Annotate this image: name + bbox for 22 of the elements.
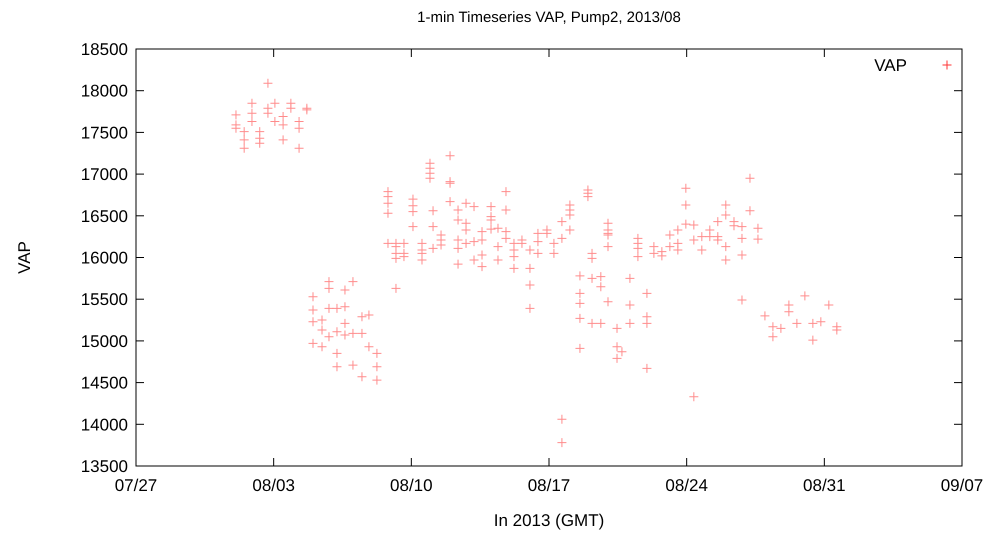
x-tick-label: 08/03	[252, 476, 295, 495]
x-tick-label: 08/24	[665, 476, 708, 495]
y-tick-label: 13500	[80, 457, 128, 476]
y-tick-label: 14000	[80, 415, 128, 434]
y-tick-label: 15000	[80, 332, 128, 351]
legend-label: VAP	[874, 56, 907, 75]
y-axis-title: VAP	[15, 241, 34, 274]
y-tick-label: 17000	[80, 165, 128, 184]
chart-title: 1-min Timeseries VAP, Pump2, 2013/08	[417, 9, 681, 26]
x-tick-label: 08/17	[528, 476, 570, 495]
x-tick-label: 09/07	[940, 476, 984, 495]
x-tick-label: 08/10	[390, 476, 433, 495]
x-tick-label: 07/27	[114, 476, 158, 495]
y-tick-label: 14500	[80, 374, 128, 393]
y-tick-label: 15500	[80, 290, 128, 310]
y-tick-label: 18000	[80, 82, 128, 101]
y-tick-label: 16500	[80, 206, 128, 226]
x-axis-title: In 2013 (GMT)	[494, 511, 604, 530]
y-tick-label: 17500	[80, 123, 128, 142]
x-tick-label: 08/31	[803, 476, 846, 495]
y-tick-label: 16000	[80, 248, 128, 268]
y-tick-label: 18500	[80, 40, 128, 59]
